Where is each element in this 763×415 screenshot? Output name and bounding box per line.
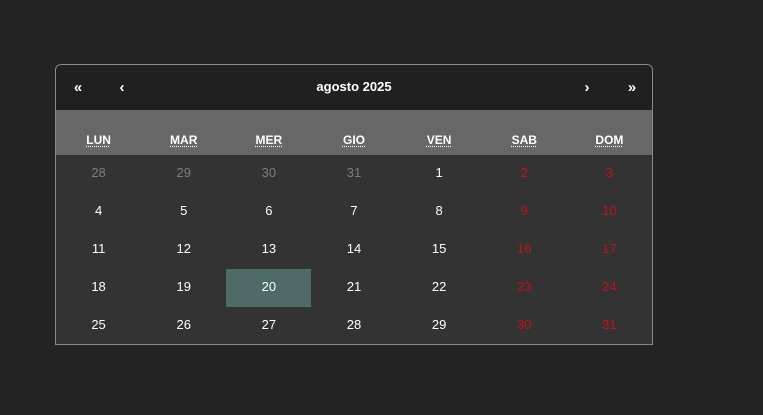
day-cell[interactable]: 19	[176, 279, 191, 294]
day-cell[interactable]: 29	[176, 165, 191, 180]
week-row: 4 5 6 7 8 9 10	[56, 193, 652, 231]
day-cell[interactable]: 31	[346, 165, 362, 180]
calendar-header: « ‹ agosto 2025 › »	[56, 65, 652, 110]
day-cell[interactable]: 6	[265, 203, 273, 218]
month-year-label: agosto 2025	[316, 79, 392, 94]
day-cell[interactable]: 9	[520, 203, 528, 218]
weekday-label: MER	[255, 133, 283, 147]
days-grid: 28 29 30 31 1 2 3 4 5 6 7 8 9 10 11 12 1…	[56, 155, 652, 344]
week-row: 25 26 27 28 29 30 31	[56, 307, 652, 344]
day-cell[interactable]: 15	[431, 241, 447, 256]
day-cell[interactable]: 13	[261, 241, 277, 256]
day-cell[interactable]: 25	[91, 317, 106, 332]
week-row: 11 12 13 14 15 16 17	[56, 231, 652, 269]
day-cell[interactable]: 30	[261, 165, 277, 180]
day-cell[interactable]: 5	[180, 203, 188, 218]
day-cell[interactable]: 24	[602, 279, 617, 294]
day-cell[interactable]: 10	[602, 203, 617, 218]
weekday-label: VEN	[426, 133, 452, 147]
next-year-button[interactable]: »	[627, 79, 637, 96]
day-cell[interactable]: 2	[520, 165, 528, 180]
next-month-button[interactable]: ›	[584, 79, 590, 96]
day-cell[interactable]: 31	[602, 317, 617, 332]
week-row: 18 19 20 21 22 23 24	[56, 269, 652, 307]
day-cell[interactable]: 8	[435, 203, 443, 218]
day-cell[interactable]: 1	[435, 165, 443, 180]
day-cell[interactable]: 16	[517, 241, 532, 256]
day-cell[interactable]: 3	[605, 165, 614, 180]
weekday-header-row: LUN MAR MER GIO VEN SAB DOM	[56, 110, 652, 155]
prev-year-button[interactable]: «	[73, 79, 83, 96]
weekday-label: DOM	[595, 133, 624, 147]
day-cell[interactable]: 27	[261, 317, 277, 332]
day-cell[interactable]: 11	[91, 241, 106, 256]
day-cell[interactable]: 12	[176, 241, 191, 256]
day-cell[interactable]: 28	[91, 165, 106, 180]
day-cell[interactable]: 29	[431, 317, 447, 332]
day-cell[interactable]: 26	[176, 317, 191, 332]
day-cell[interactable]: 22	[431, 279, 447, 294]
day-cell[interactable]: 18	[91, 279, 106, 294]
weekday-label: LUN	[86, 133, 111, 147]
weekday-label: MAR	[170, 133, 198, 147]
weekday-label: GIO	[342, 133, 365, 147]
day-cell[interactable]: 14	[346, 241, 362, 256]
day-cell[interactable]: 21	[346, 279, 362, 294]
weekday-label: SAB	[511, 133, 537, 147]
week-row: 28 29 30 31 1 2 3	[56, 155, 652, 193]
day-cell[interactable]: 4	[94, 203, 103, 218]
day-cell[interactable]: 7	[350, 203, 358, 218]
day-cell[interactable]: 30	[517, 317, 532, 332]
prev-month-button[interactable]: ‹	[119, 79, 125, 96]
day-cell-selected[interactable]: 20	[226, 269, 312, 307]
day-cell[interactable]: 28	[346, 317, 362, 332]
day-cell[interactable]: 23	[517, 279, 532, 294]
calendar: « ‹ agosto 2025 › » LUN MAR MER GIO VEN …	[55, 64, 653, 345]
day-cell[interactable]: 17	[602, 241, 617, 256]
